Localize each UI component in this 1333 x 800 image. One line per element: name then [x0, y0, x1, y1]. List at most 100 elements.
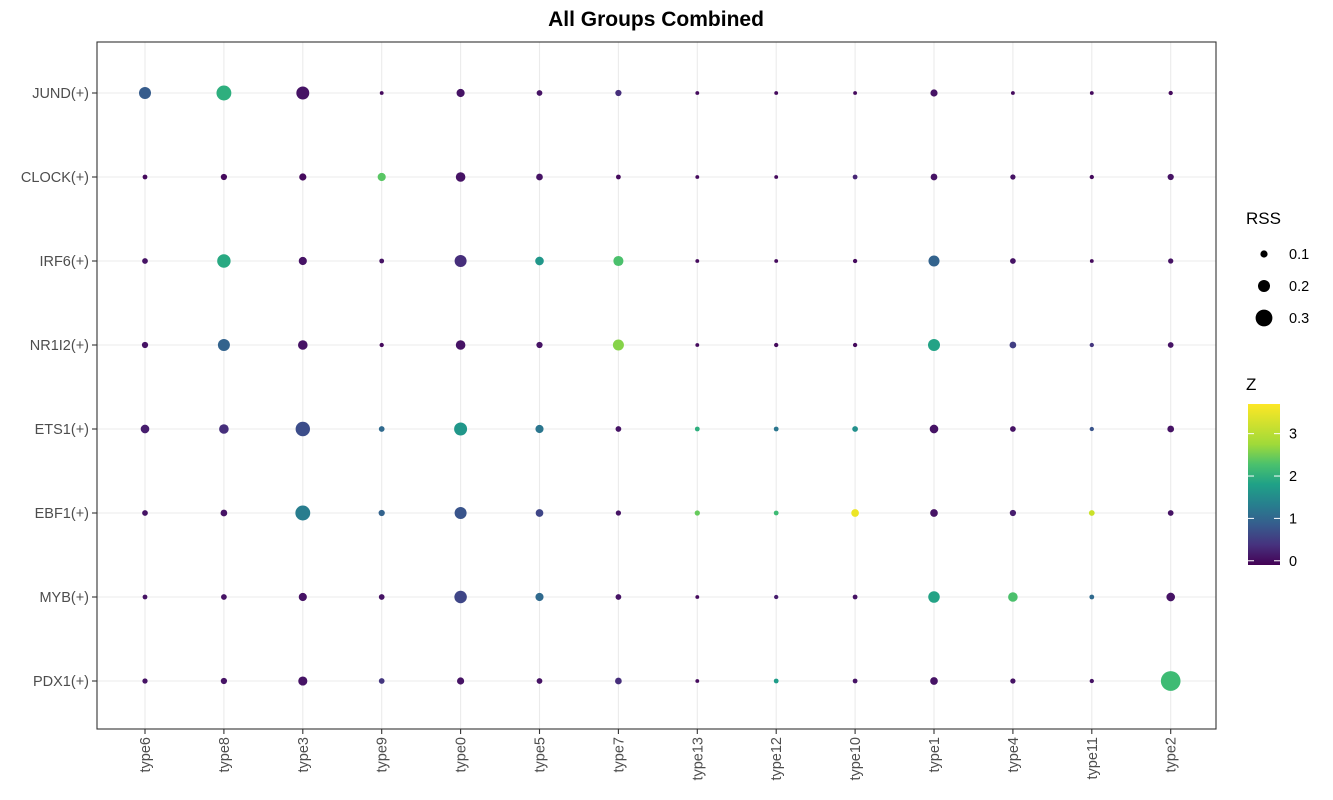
- x-tick-label: type6: [138, 737, 154, 772]
- data-point: [295, 505, 311, 521]
- data-point: [298, 592, 307, 602]
- data-point: [773, 678, 779, 684]
- data-point: [852, 258, 858, 264]
- data-point: [928, 255, 940, 267]
- data-point: [1089, 678, 1094, 684]
- data-point: [299, 173, 307, 181]
- data-point: [774, 175, 779, 179]
- chart-title: All Groups Combined: [548, 8, 764, 31]
- data-point: [694, 426, 700, 432]
- data-point: [774, 342, 779, 348]
- data-point: [695, 595, 700, 599]
- x-axis: type6 type8 type3 type9 type0 type5 type7 type1…: [138, 729, 1180, 781]
- data-point: [774, 91, 779, 95]
- data-point: [535, 509, 544, 517]
- data-point: [1088, 510, 1095, 516]
- x-tick-label: type11: [1085, 737, 1101, 779]
- y-tick-label: MYB(+): [39, 590, 89, 606]
- y-axis: JUND(+) CLOCK(+) IRF6(+) NR1I2(+) ETS1(+) EBF…: [21, 86, 97, 690]
- size-legend: RSS 0.1 0.2 0.3: [1246, 209, 1309, 327]
- panel-border: [96, 41, 1217, 730]
- color-legend-label: 0: [1289, 554, 1297, 570]
- data-point: [535, 256, 544, 266]
- data-point: [1009, 509, 1017, 517]
- data-point: [852, 426, 858, 432]
- size-legend-key: [1258, 280, 1270, 292]
- size-legend-label: 0.3: [1289, 311, 1309, 327]
- data-point: [774, 594, 779, 600]
- data-point: [1089, 342, 1094, 348]
- data-point: [455, 172, 466, 182]
- size-legend-key: [1255, 309, 1273, 327]
- data-point: [454, 590, 467, 604]
- plot-panel: [96, 41, 1217, 730]
- x-tick-label: type12: [769, 737, 785, 781]
- data-point: [298, 676, 308, 686]
- data-point: [1089, 174, 1094, 180]
- data-point: [454, 255, 467, 267]
- data-point: [930, 677, 938, 685]
- data-point: [852, 678, 858, 684]
- data-point: [1010, 174, 1016, 180]
- data-point: [1168, 258, 1174, 264]
- x-tick-label: type7: [611, 737, 627, 772]
- data-point: [930, 509, 938, 517]
- x-tick-label: type1: [927, 737, 943, 772]
- data-point: [1089, 594, 1095, 600]
- data-point: [455, 340, 466, 350]
- y-tick-label: ETS1(+): [35, 422, 89, 438]
- data-point: [1167, 342, 1174, 348]
- data-point: [615, 594, 622, 600]
- data-point: [140, 424, 150, 434]
- data-point: [774, 259, 779, 263]
- data-point: [298, 256, 307, 266]
- data-point: [612, 339, 624, 351]
- data-point: [298, 340, 308, 350]
- data-point: [535, 592, 544, 602]
- data-point: [695, 679, 700, 683]
- data-point: [220, 677, 228, 685]
- data-points: [139, 85, 1181, 691]
- data-point: [216, 85, 232, 101]
- data-point: [930, 173, 938, 181]
- color-legend: Z 0 1 2 3: [1246, 375, 1297, 570]
- data-point: [142, 258, 148, 264]
- data-point: [615, 677, 622, 685]
- size-legend-title: RSS: [1246, 209, 1281, 228]
- data-point: [929, 424, 939, 434]
- data-point: [1089, 91, 1094, 95]
- data-point: [1010, 91, 1015, 95]
- y-tick-label: PDX1(+): [33, 674, 89, 690]
- data-point: [220, 509, 228, 517]
- data-point: [377, 172, 386, 182]
- data-point: [535, 424, 544, 434]
- data-point: [695, 259, 700, 263]
- data-point: [378, 678, 385, 684]
- data-point: [454, 507, 467, 519]
- data-point: [217, 254, 231, 268]
- data-point: [616, 174, 621, 180]
- y-tick-label: CLOCK(+): [21, 170, 89, 186]
- y-tick-label: EBF1(+): [35, 506, 89, 522]
- data-point: [142, 678, 148, 684]
- data-point: [615, 426, 622, 432]
- color-legend-title: Z: [1246, 375, 1256, 394]
- x-tick-label: type3: [296, 737, 312, 772]
- data-point: [142, 510, 148, 516]
- size-legend-label: 0.1: [1289, 247, 1309, 263]
- data-point: [454, 422, 468, 436]
- data-point: [1089, 259, 1094, 263]
- data-point: [296, 86, 310, 100]
- data-point: [379, 342, 384, 348]
- data-point: [1167, 425, 1175, 433]
- data-point: [694, 510, 700, 516]
- data-point: [295, 421, 310, 437]
- data-point: [695, 91, 700, 95]
- data-point: [536, 341, 543, 349]
- y-tick-label: IRF6(+): [39, 254, 89, 270]
- x-tick-label: type2: [1164, 737, 1180, 772]
- color-legend-label: 2: [1289, 469, 1297, 485]
- data-point: [220, 173, 228, 181]
- data-point: [536, 90, 543, 96]
